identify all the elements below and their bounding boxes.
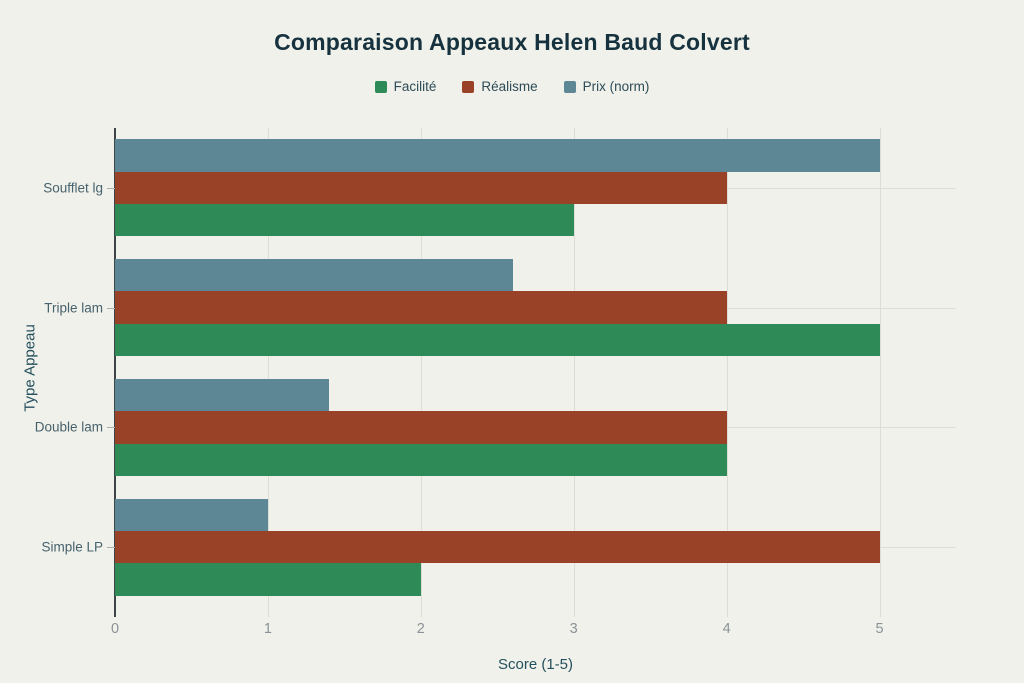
y-tick-mark — [107, 427, 115, 429]
legend-label: Facilité — [393, 79, 437, 94]
y-axis-category-labels: Soufflet lg Triple lam Double lam Simple LP — [0, 128, 104, 607]
x-gridline — [879, 128, 881, 617]
category-label: Triple lam — [44, 300, 103, 316]
legend-item-prix-norm-[interactable]: Prix (norm) — [563, 79, 650, 94]
legend-swatch-icon — [374, 80, 387, 93]
legend-item-r-alisme[interactable]: Réalisme — [462, 79, 538, 94]
legend-item-facilit-[interactable]: Facilité — [374, 79, 437, 94]
x-gridline — [420, 128, 422, 617]
category-label: Simple LP — [41, 539, 103, 555]
legend-swatch-icon — [563, 80, 576, 93]
plot-area — [114, 128, 956, 617]
x-gridline — [267, 128, 269, 617]
x-gridline — [573, 128, 575, 617]
y-axis-line — [114, 128, 116, 617]
x-tick-label: 1 — [263, 621, 272, 637]
bar-prix-norm--triple-lam — [115, 259, 513, 292]
bar-r-alisme-double-lam — [115, 411, 727, 444]
bar-facilit--double-lam — [115, 443, 727, 476]
category-label: Double lam — [34, 419, 103, 435]
y-axis-title: Type Appeau — [21, 324, 39, 412]
bar-prix-norm--simple-lp — [115, 498, 268, 531]
x-tick-label: 2 — [416, 621, 425, 637]
bar-facilit--triple-lam — [115, 323, 880, 357]
bar-r-alisme-soufflet-lg — [115, 171, 727, 205]
bar-facilit--soufflet-lg — [115, 204, 574, 237]
x-gridline — [726, 128, 728, 617]
x-axis-title: Score (1-5) — [497, 656, 574, 673]
bar-prix-norm--double-lam — [115, 378, 330, 412]
legend-swatch-icon — [462, 80, 475, 93]
y-tick-mark — [107, 547, 115, 549]
legend-label: Réalisme — [481, 79, 538, 94]
bar-facilit--simple-lp — [115, 563, 421, 596]
legend-label: Prix (norm) — [582, 79, 650, 94]
chart-title: Comparaison Appeaux Helen Baud Colvert — [274, 29, 750, 55]
legend: Facilité Réalisme Prix (norm) — [0, 79, 1024, 94]
bar-r-alisme-simple-lp — [115, 530, 880, 564]
bar-prix-norm--soufflet-lg — [115, 139, 880, 172]
x-tick-label: 0 — [110, 621, 120, 637]
category-label: Soufflet lg — [43, 180, 103, 196]
x-tick-label: 5 — [875, 621, 884, 637]
x-tick-label: 3 — [569, 621, 578, 637]
x-tick-label: 4 — [722, 621, 731, 637]
bar-r-alisme-triple-lam — [115, 291, 727, 324]
y-tick-mark — [107, 307, 115, 309]
y-tick-mark — [107, 187, 115, 189]
